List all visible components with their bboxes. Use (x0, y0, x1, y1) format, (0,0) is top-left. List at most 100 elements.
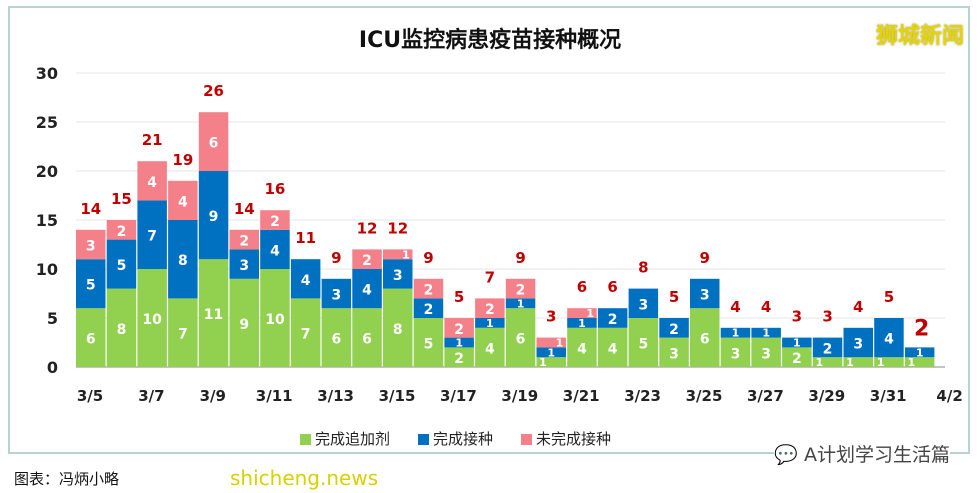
bar-value-label: 1 (732, 327, 740, 340)
bar-value-label: 2 (792, 351, 802, 367)
bar-segment (904, 347, 935, 358)
bar-value-label: 2 (516, 283, 526, 299)
bar-value-label: 1 (517, 297, 525, 310)
bar-segment (106, 220, 137, 240)
bar-segment (76, 308, 106, 367)
logo: 狮城新闻 (875, 24, 964, 49)
bar-value-label: 5 (638, 337, 648, 353)
bar-value-label: 2 (608, 312, 618, 328)
legend-item-booster: 完成追加剂 (300, 428, 390, 449)
bar-segment (628, 288, 659, 318)
x-tick-label: 3/11 (256, 387, 293, 405)
y-tick-label: 5 (47, 309, 58, 328)
bar-value-label: 3 (239, 258, 249, 274)
bar-segment (567, 308, 597, 318)
bar-value-label: 6 (209, 136, 219, 152)
bar-segment (413, 278, 444, 299)
bar-segment (413, 318, 444, 367)
bar-value-label: 2 (454, 322, 464, 338)
bar-total-label: 5 (454, 288, 464, 306)
bar-total-label: 15 (111, 190, 132, 208)
bar-segment (198, 171, 229, 260)
bar-total-label: 6 (607, 278, 617, 296)
bar-segment (352, 269, 382, 309)
bar-value-label: 1 (402, 248, 410, 261)
bar-value-label: 5 (117, 258, 127, 274)
bar-segment (874, 318, 904, 358)
bar-segment (597, 308, 628, 328)
x-tick-label: 3/13 (317, 387, 354, 405)
y-tick-label: 15 (36, 211, 58, 230)
bar-segment (352, 308, 382, 367)
bar-total-label: 4 (761, 298, 771, 316)
bar-value-label: 1 (586, 307, 594, 320)
bar-segment (168, 180, 198, 220)
x-tick-label: 4/2 (936, 387, 962, 405)
bar-value-label: 1 (578, 317, 586, 330)
bar-segment (137, 269, 167, 367)
bar-value-label: 6 (86, 332, 96, 348)
bar-value-label: 6 (331, 332, 341, 348)
bar-segment (475, 298, 505, 318)
bar-value-label: 7 (147, 229, 157, 245)
chart-frame (8, 6, 970, 454)
x-tick-label: 3/15 (379, 387, 416, 405)
bar-segment (475, 318, 505, 328)
bar-value-label: 8 (178, 253, 188, 269)
bar-value-label: 8 (393, 322, 403, 338)
bar-segment (536, 357, 566, 367)
bar-segment (812, 357, 843, 367)
bar-segment (444, 347, 474, 367)
bar-value-label: 6 (516, 332, 526, 348)
bar-segment (383, 249, 413, 260)
bar-total-label: 5 (669, 288, 679, 306)
bar-value-label: 1 (916, 346, 924, 359)
bar-segment (505, 298, 536, 309)
bar-value-label: 3 (761, 346, 771, 362)
legend-item-unvaccinated: 未完成接种 (521, 428, 611, 449)
bar-total-label: 7 (485, 268, 495, 286)
bar-value-label: 4 (485, 341, 495, 357)
bar-value-label: 4 (577, 341, 587, 357)
bar-value-label: 10 (142, 312, 162, 328)
x-tick-label: 3/31 (870, 387, 907, 405)
bar-value-label: 2 (823, 341, 833, 357)
y-tick-label: 30 (36, 64, 58, 83)
bar-segment (229, 229, 259, 250)
bar-segment (383, 288, 413, 367)
y-tick-label: 0 (47, 358, 58, 377)
bar-segment (874, 357, 904, 367)
bar-segment (720, 327, 751, 338)
bar-value-label: 1 (556, 337, 564, 350)
bar-value-label: 2 (424, 283, 434, 299)
bar-segment (260, 229, 290, 269)
bar-segment (536, 347, 566, 358)
bar-segment (352, 249, 382, 269)
bar-total-label: 4 (730, 298, 740, 316)
x-tick-label: 3/19 (501, 387, 538, 405)
bar-total-label: 3 (546, 308, 556, 326)
bar-segment (168, 298, 198, 367)
bar-value-label: 1 (908, 356, 916, 369)
x-tick-label: 3/17 (440, 387, 477, 405)
bar-value-label: 2 (362, 253, 372, 269)
bar-value-label: 6 (700, 332, 710, 348)
bar-value-label: 4 (884, 332, 894, 348)
bar-value-label: 2 (239, 234, 249, 250)
bar-value-label: 3 (700, 288, 710, 304)
bar-segment (843, 327, 873, 358)
watermark-site: shicheng.news (230, 466, 379, 490)
bar-segment (444, 318, 474, 338)
bar-segment (198, 259, 229, 367)
bar-segment (782, 347, 812, 367)
watermark: 💬 A计划学习生活篇 (774, 440, 950, 467)
bar-segment (137, 161, 167, 201)
bar-segment (751, 327, 781, 338)
bar-total-label: 5 (884, 288, 894, 306)
bar-value-label: 3 (331, 288, 341, 304)
bar-value-label: 3 (853, 337, 863, 353)
bar-segment (751, 337, 781, 367)
legend: 完成追加剂 完成接种 未完成接种 (300, 428, 611, 449)
bar-total-label: 9 (515, 249, 525, 267)
bar-segment (567, 318, 597, 328)
